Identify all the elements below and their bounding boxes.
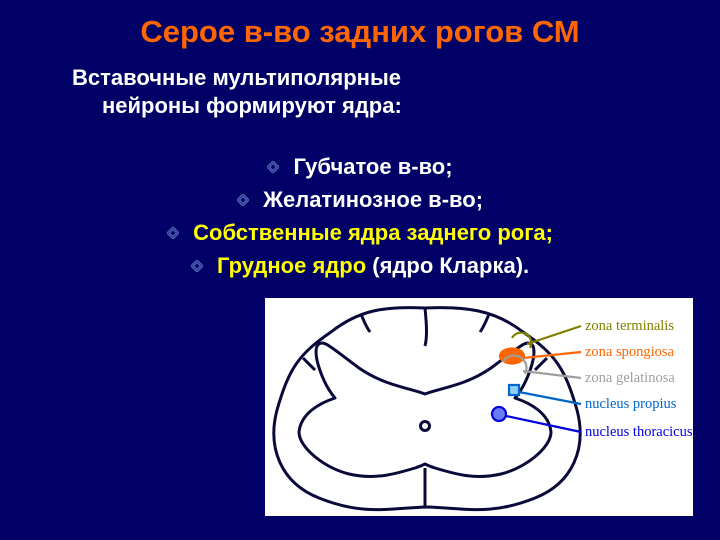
spinal-cord-diagram: zona terminalis zona spongiosa zona gela… bbox=[265, 298, 693, 516]
list-item: Желатинозное в-во; bbox=[0, 183, 720, 216]
label-nucleus-propius: nucleus propius bbox=[585, 396, 676, 413]
list-item-text: Желатинозное в-во; bbox=[263, 187, 483, 212]
list-item: Собственные ядра заднего рога; bbox=[0, 216, 720, 249]
list-item: Грудное ядро (ядро Кларка). bbox=[0, 249, 720, 282]
bullet-list: Губчатое в-во; Желатинозное в-во; Собств… bbox=[0, 150, 720, 282]
label-nucleus-thoracicus: nucleus thoracicus bbox=[585, 424, 693, 441]
slide-title: Серое в-во задних рогов СМ bbox=[0, 14, 720, 50]
intro-line-2: нейроны формируют ядра: bbox=[72, 92, 632, 120]
bullet-icon bbox=[167, 216, 179, 228]
intro-line-1: Вставочные мультиполярные bbox=[72, 64, 632, 92]
label-zona-spongiosa: zona spongiosa bbox=[585, 344, 674, 361]
intro-text: Вставочные мультиполярные нейроны формир… bbox=[72, 64, 632, 119]
label-zona-gelatinosa: zona gelatinosa bbox=[585, 370, 675, 387]
bullet-icon bbox=[267, 150, 279, 162]
label-zona-terminalis: zona terminalis bbox=[585, 318, 674, 335]
list-item-text: Губчатое в-во; bbox=[294, 154, 453, 179]
list-item-text: Собственные ядра заднего рога; bbox=[193, 220, 553, 245]
bullet-icon bbox=[191, 249, 203, 261]
slide-root: Серое в-во задних рогов СМ Вставочные му… bbox=[0, 0, 720, 540]
list-item: Губчатое в-во; bbox=[0, 150, 720, 183]
list-item-text-plain: (ядро Кларка). bbox=[372, 253, 529, 278]
bullet-icon bbox=[237, 183, 249, 195]
list-item-text-colored: Грудное ядро bbox=[217, 253, 372, 278]
